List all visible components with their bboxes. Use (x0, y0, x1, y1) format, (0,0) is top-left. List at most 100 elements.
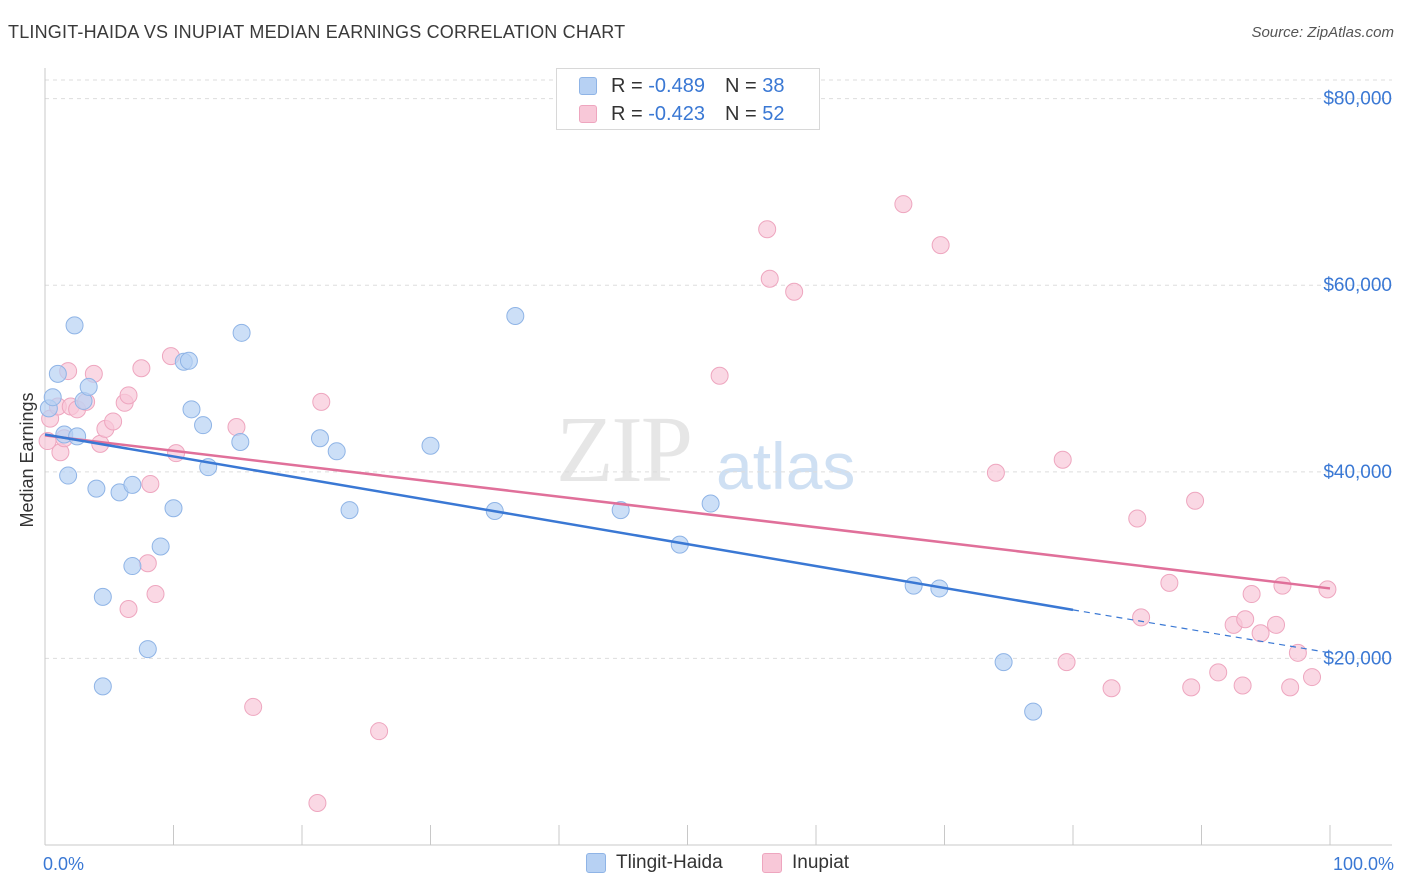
legend-swatch-blue (586, 853, 606, 873)
legend-row-tlingit-haida: R = -0.489 N = 38 (579, 75, 784, 97)
point-tlingit-haida (138, 640, 157, 659)
point-inupiat (146, 585, 165, 604)
y-tick-label: $80,000 (1323, 89, 1392, 110)
point-tlingit-haida (194, 416, 213, 435)
source-label: Source: ZipAtlas.com (1251, 24, 1394, 41)
correlation-legend: R = -0.489 N = 38 R = -0.423 N = 52 (556, 68, 820, 130)
legend-swatch-blue (579, 77, 597, 95)
point-tlingit-haida (151, 537, 170, 556)
point-tlingit-haida (43, 388, 62, 407)
point-inupiat (104, 412, 123, 431)
y-tick-label: $60,000 (1323, 275, 1392, 296)
point-inupiat (1242, 585, 1261, 604)
point-tlingit-haida (994, 653, 1013, 672)
point-inupiat (931, 236, 950, 255)
legend-r-value: -0.489 (648, 74, 705, 97)
point-inupiat (1186, 491, 1205, 510)
y-tick-label: $20,000 (1323, 648, 1392, 669)
point-inupiat (312, 392, 331, 411)
point-tlingit-haida (93, 587, 112, 606)
legend-item-tlingit-haida: Tlingit-Haida (586, 852, 723, 874)
legend-item-inupiat: Inupiat (762, 852, 849, 874)
point-inupiat (1281, 678, 1300, 697)
point-tlingit-haida (701, 494, 720, 513)
point-tlingit-haida (340, 501, 359, 520)
point-inupiat (1209, 663, 1228, 682)
point-inupiat (119, 386, 138, 405)
point-inupiat (1160, 573, 1179, 592)
point-inupiat (244, 697, 263, 716)
legend-n-value: 38 (762, 74, 785, 97)
point-inupiat (1102, 679, 1121, 698)
point-tlingit-haida (87, 479, 106, 498)
y-tick-label: $40,000 (1323, 462, 1392, 483)
series-legend: Tlingit-Haida Inupiat (0, 852, 1406, 878)
point-inupiat (1128, 509, 1147, 528)
trendline-tlingit-haida-extension (1072, 609, 1331, 654)
point-inupiat (370, 722, 389, 741)
point-tlingit-haida (232, 323, 251, 342)
point-tlingit-haida (506, 307, 525, 326)
point-tlingit-haida (1024, 702, 1043, 721)
point-inupiat (1132, 608, 1151, 627)
legend-n-value: 52 (762, 102, 785, 125)
point-inupiat (227, 418, 246, 437)
point-inupiat (1053, 450, 1072, 469)
watermark-atlas: atlas (716, 429, 856, 503)
point-tlingit-haida (327, 442, 346, 461)
point-inupiat (132, 359, 151, 378)
point-tlingit-haida (164, 499, 183, 518)
point-tlingit-haida (421, 436, 440, 455)
point-inupiat (894, 195, 913, 214)
x-tick-label: 0.0% (43, 854, 84, 874)
point-tlingit-haida (310, 429, 329, 448)
point-tlingit-haida (65, 316, 84, 335)
legend-label-inupiat: Inupiat (792, 852, 850, 873)
chart-title: TLINGIT-HAIDA VS INUPIAT MEDIAN EARNINGS… (8, 22, 626, 42)
point-tlingit-haida (179, 351, 198, 370)
point-inupiat (1273, 576, 1292, 595)
point-inupiat (308, 794, 327, 813)
legend-swatch-pink (579, 105, 597, 123)
trendline-inupiat (44, 434, 1331, 590)
point-tlingit-haida (611, 501, 630, 520)
legend-n-label: N = (724, 74, 757, 97)
point-inupiat (760, 269, 779, 288)
point-tlingit-haida (123, 557, 142, 576)
point-tlingit-haida (68, 427, 87, 446)
point-inupiat (1233, 676, 1252, 695)
point-inupiat (1267, 615, 1286, 634)
trendline-tlingit-haida (44, 433, 1074, 612)
point-inupiat (986, 463, 1005, 482)
point-tlingit-haida (231, 432, 250, 451)
point-inupiat (1251, 624, 1270, 643)
point-inupiat (138, 554, 157, 573)
point-tlingit-haida (123, 475, 142, 494)
point-tlingit-haida (59, 466, 78, 485)
legend-swatch-pink (762, 853, 782, 873)
legend-r-value: -0.423 (648, 102, 705, 125)
point-tlingit-haida (93, 677, 112, 696)
point-tlingit-haida (904, 576, 923, 595)
point-inupiat (785, 282, 804, 301)
legend-r-label: R = (611, 102, 643, 125)
legend-n-label: N = (724, 102, 757, 125)
point-inupiat (758, 220, 777, 239)
legend-label-tlingit-haida: Tlingit-Haida (616, 852, 723, 873)
point-inupiat (141, 474, 160, 493)
x-tick-label: 100.0% (1333, 854, 1394, 874)
legend-r-label: R = (611, 74, 643, 97)
point-inupiat (1236, 610, 1255, 629)
point-inupiat (1057, 653, 1076, 672)
point-inupiat (119, 599, 138, 618)
point-tlingit-haida (79, 377, 98, 396)
legend-row-inupiat: R = -0.423 N = 52 (579, 103, 784, 125)
point-inupiat (1303, 668, 1322, 687)
point-inupiat (1182, 678, 1201, 697)
point-tlingit-haida (48, 364, 67, 383)
watermark-zip: ZIP (556, 398, 693, 502)
point-tlingit-haida (182, 400, 201, 419)
y-axis-label: Median Earnings (17, 392, 37, 527)
point-inupiat (710, 366, 729, 385)
